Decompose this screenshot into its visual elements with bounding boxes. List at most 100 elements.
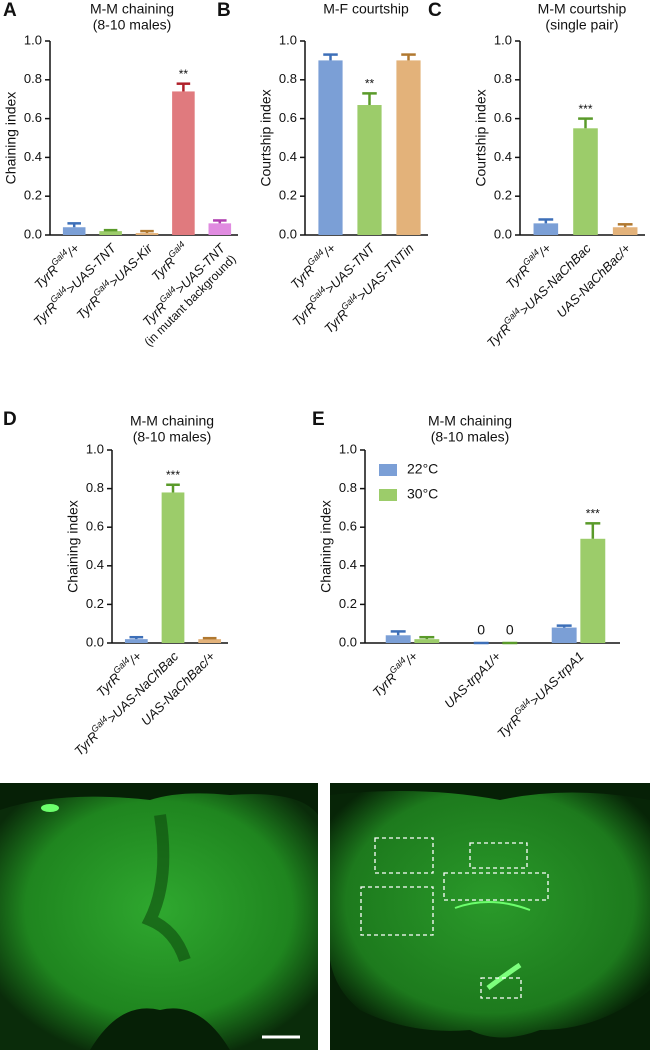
bar: [533, 223, 559, 235]
bar: [396, 60, 421, 236]
y-tick-label: 0.8: [24, 71, 42, 86]
y-tick-label: 0.2: [24, 188, 42, 203]
x-tick-label: UAS-trpA1/+: [442, 649, 505, 712]
superscript: Gal4: [166, 239, 187, 260]
y-tick-label: 0.6: [279, 110, 297, 125]
y-tick-label: 1.0: [24, 32, 42, 47]
error-bar: [67, 222, 81, 228]
y-axis-label: Courtship index: [473, 89, 489, 186]
error-bar: [129, 635, 144, 640]
legend-swatch: [379, 464, 397, 476]
bar: [62, 227, 86, 235]
error-bar: [390, 630, 406, 636]
y-tick-label: 0.0: [24, 226, 42, 241]
error-bar: [140, 229, 154, 234]
value-label: 0: [477, 622, 485, 638]
y-tick-label: 1.0: [494, 32, 512, 47]
y-tick-label: 0.6: [86, 519, 104, 534]
panel-letter: A: [3, 0, 17, 21]
error-bar: [362, 92, 377, 106]
y-tick-label: 0.8: [86, 480, 104, 495]
x-tick-label: TyrRGal4/+: [368, 647, 421, 700]
significance: **: [365, 77, 375, 91]
y-tick-label: 0.0: [86, 634, 104, 649]
bar: [573, 128, 598, 235]
error-bar: [176, 82, 191, 92]
error-bar: [617, 223, 633, 228]
label-part: >UAS-trpA1: [527, 649, 587, 709]
y-tick-label: 0.4: [24, 149, 42, 164]
bar: [198, 639, 222, 643]
bar: [135, 233, 159, 235]
legend-swatch: [379, 489, 397, 501]
error-bar: [213, 219, 227, 224]
brain-image-right: [330, 783, 650, 1050]
bar: [124, 639, 148, 643]
label-part: UAS-NaChBac/+: [554, 241, 634, 321]
bar: [208, 223, 232, 235]
panel-letter: B: [217, 0, 231, 21]
panel-letter: C: [428, 0, 442, 21]
chart-title: (single pair): [545, 17, 618, 33]
error-bar: [323, 53, 338, 61]
bar: [580, 538, 606, 643]
y-tick-label: 0.6: [24, 110, 42, 125]
y-tick-label: 1.0: [279, 32, 297, 47]
error-bar: [578, 117, 593, 129]
y-tick-label: 0.2: [86, 596, 104, 611]
y-tick-label: 0.8: [339, 480, 357, 495]
error-bar: [538, 218, 554, 224]
y-tick-label: 0.2: [494, 188, 512, 203]
y-tick-label: 1.0: [339, 441, 357, 456]
x-tick-label: TyrRGal4>UAS-trpA1: [493, 647, 587, 741]
y-tick-label: 0.8: [279, 71, 297, 86]
y-tick-label: 0.8: [494, 71, 512, 86]
bar: [318, 60, 343, 236]
bar: [161, 492, 185, 643]
chart-title: (8-10 males): [133, 429, 212, 445]
y-axis-label: Chaining index: [3, 92, 19, 185]
y-tick-label: 0.4: [279, 149, 297, 164]
panel-letter: E: [312, 409, 325, 430]
error-bar: [401, 53, 416, 61]
y-tick-label: 0.2: [279, 188, 297, 203]
error-bar: [166, 483, 180, 493]
bar: [385, 635, 411, 643]
y-tick-label: 0.0: [339, 634, 357, 649]
error-bar: [103, 228, 118, 232]
error-bar: [556, 624, 572, 628]
error-bar: [202, 636, 217, 640]
error-bar: [585, 522, 601, 539]
y-tick-label: 0.0: [494, 226, 512, 241]
bar: [551, 627, 577, 643]
chart-title: M-M courtship: [538, 1, 627, 17]
error-bar: [419, 635, 435, 640]
legend-label: 30°C: [407, 486, 438, 502]
y-axis-label: Chaining index: [318, 500, 334, 593]
bar: [357, 105, 382, 236]
chart-title: M-F courtship: [323, 1, 409, 17]
significance: **: [179, 67, 189, 81]
chart-title: (8-10 males): [93, 17, 172, 33]
y-tick-label: 0.6: [494, 110, 512, 125]
panel-letter: D: [3, 409, 17, 430]
chart-title: (8-10 males): [431, 429, 510, 445]
value-label: 0: [506, 622, 514, 638]
bar: [612, 227, 638, 235]
chart-title: M-M chaining: [90, 1, 174, 17]
y-axis-label: Chaining index: [65, 500, 81, 593]
y-tick-label: 0.6: [339, 519, 357, 534]
chart-title: M-M chaining: [428, 413, 512, 429]
x-tick-label: UAS-NaChBac/+: [554, 241, 634, 321]
y-axis-label: Courtship index: [258, 89, 274, 186]
y-tick-label: 0.0: [279, 226, 297, 241]
y-tick-label: 1.0: [86, 441, 104, 456]
significance: ***: [586, 507, 600, 521]
significance: ***: [166, 468, 180, 482]
y-tick-label: 0.2: [339, 596, 357, 611]
label-part: UAS-trpA1/+: [442, 649, 505, 712]
significance: ***: [578, 102, 592, 116]
y-tick-label: 0.4: [86, 557, 104, 572]
